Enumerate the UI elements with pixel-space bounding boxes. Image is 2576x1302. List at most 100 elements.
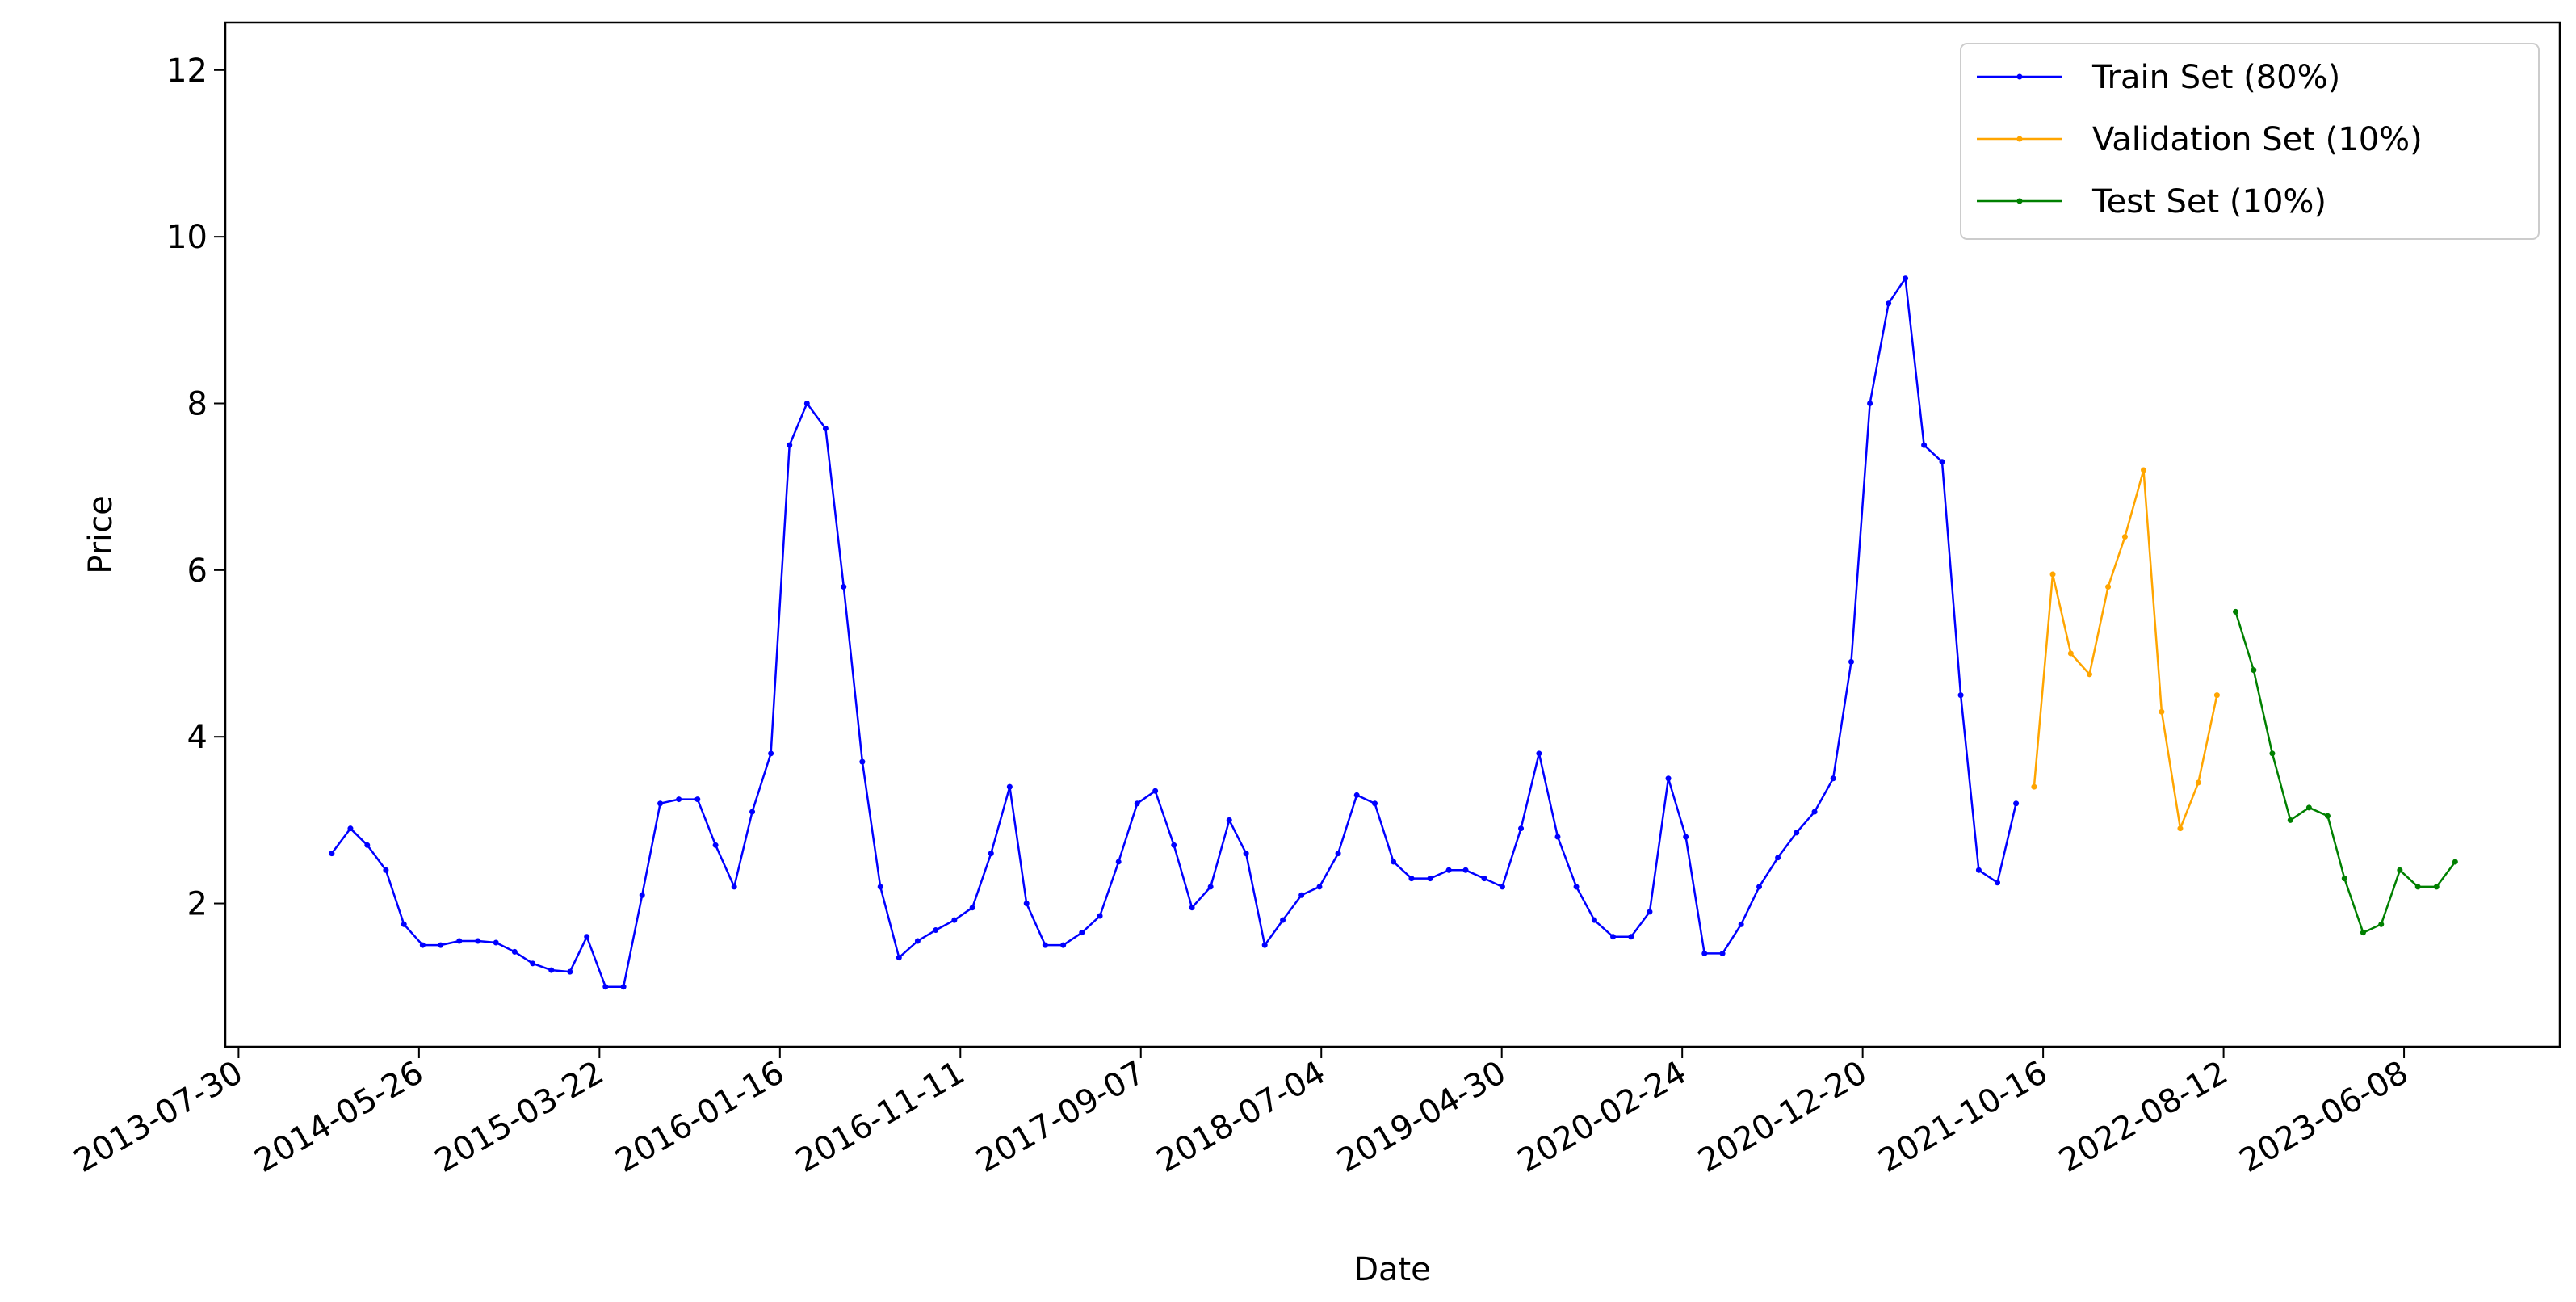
series-marker <box>694 796 701 803</box>
series-marker <box>859 758 866 765</box>
series-marker <box>1134 800 1140 807</box>
series-marker <box>969 905 975 911</box>
series-marker <box>1316 884 1323 890</box>
series-marker <box>1647 909 1653 915</box>
series-marker <box>1886 300 1892 307</box>
series-marker <box>1152 788 1159 794</box>
series-marker <box>493 939 499 946</box>
series-marker <box>1536 750 1542 757</box>
legend-box <box>1960 43 2540 240</box>
series-marker <box>1189 905 1195 911</box>
legend-label: Validation Set (10%) <box>2092 121 2423 158</box>
series-marker <box>822 425 829 431</box>
series-marker <box>2251 667 2257 674</box>
series-marker <box>1701 950 1708 956</box>
series-marker <box>2086 671 2092 678</box>
series-marker <box>1481 876 1487 882</box>
series-marker <box>438 942 444 948</box>
y-tick-label: 2 <box>187 886 208 923</box>
series-marker <box>2105 583 2112 590</box>
series-marker <box>1867 401 1873 407</box>
series-marker <box>1335 850 1341 857</box>
series-marker <box>530 960 536 967</box>
series-marker <box>951 917 958 923</box>
series-marker <box>2414 884 2421 890</box>
series-marker <box>787 442 793 448</box>
series-marker <box>2324 813 2331 819</box>
series-marker <box>1298 892 1305 898</box>
series-marker <box>1610 934 1617 940</box>
series-marker <box>1591 917 1597 923</box>
series-marker <box>1811 808 1818 815</box>
series-marker <box>1427 876 1433 882</box>
series-marker <box>602 984 609 990</box>
series-marker <box>1042 942 1048 948</box>
x-axis-label: Date <box>1353 1251 1431 1288</box>
series-marker <box>1848 658 1854 665</box>
y-axis-label: Price <box>82 495 120 574</box>
series-marker <box>1408 876 1415 882</box>
series-marker <box>1719 950 1726 956</box>
series-marker <box>2269 750 2276 757</box>
series-marker <box>1079 930 1085 936</box>
series-marker <box>1518 825 1525 832</box>
series-marker <box>1372 800 1378 807</box>
series-marker <box>2232 608 2238 615</box>
legend-label: Test Set (10%) <box>2091 183 2326 220</box>
series-marker <box>2141 467 2147 473</box>
series-marker <box>475 938 481 944</box>
series-marker <box>1628 934 1634 940</box>
series-marker <box>456 938 463 944</box>
series-marker <box>914 938 921 944</box>
series-marker <box>548 967 555 973</box>
series-marker <box>511 948 518 955</box>
series-marker <box>2433 884 2440 890</box>
series-marker <box>1665 775 1672 782</box>
series-marker <box>2159 708 2165 715</box>
series-marker <box>1006 783 1013 790</box>
series-marker <box>1280 917 1286 923</box>
series-marker <box>1957 692 1964 699</box>
series-marker <box>2287 817 2293 823</box>
series-marker <box>2341 876 2347 882</box>
series-marker <box>2360 930 2366 936</box>
series-marker <box>1573 884 1580 890</box>
series-marker <box>1243 850 1249 857</box>
series-marker <box>1995 880 2001 886</box>
series-marker <box>2067 650 2074 657</box>
series-marker <box>1226 817 1232 823</box>
series-marker <box>584 934 590 940</box>
series-marker <box>1097 913 1103 919</box>
series-marker <box>2305 804 2312 811</box>
series-marker <box>2177 825 2184 832</box>
series-marker <box>364 842 371 848</box>
series-marker <box>639 892 645 898</box>
legend-swatch-marker <box>2016 198 2023 204</box>
series-marker <box>329 850 335 857</box>
series-marker <box>1756 884 1763 890</box>
series-marker <box>657 800 664 807</box>
series-marker <box>620 984 627 990</box>
series-marker <box>2013 800 2020 807</box>
series-marker <box>2213 692 2220 699</box>
series-marker <box>2121 534 2128 540</box>
series-marker <box>768 750 774 757</box>
series-marker <box>1462 867 1469 873</box>
series-marker <box>1775 855 1781 861</box>
series-marker <box>1830 775 1836 782</box>
series-marker <box>1261 942 1268 948</box>
series-marker <box>1391 859 1397 865</box>
series-marker <box>1499 884 1505 890</box>
series-marker <box>896 955 902 961</box>
series-marker <box>1794 830 1800 836</box>
series-marker <box>419 942 426 948</box>
y-tick-label: 10 <box>166 219 208 256</box>
series-marker <box>1921 442 1928 448</box>
series-marker <box>1975 867 1982 873</box>
y-tick-label: 6 <box>187 552 208 590</box>
series-marker <box>933 927 939 934</box>
y-tick-label: 4 <box>187 719 208 756</box>
series-marker <box>1115 859 1122 865</box>
series-marker <box>2378 921 2385 927</box>
